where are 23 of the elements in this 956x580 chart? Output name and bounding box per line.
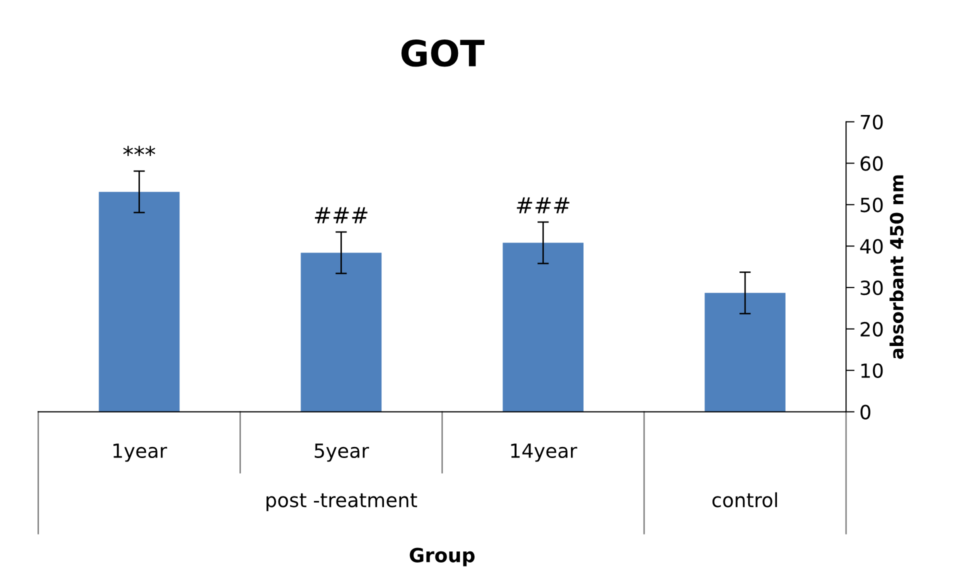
bar (300, 252, 382, 412)
y-tick-label: 20 (860, 322, 883, 337)
annotation: ### (314, 207, 368, 224)
y-tick-label: 30 (860, 280, 883, 296)
y-tick-label: 50 (860, 198, 883, 212)
x-tick-label: 14year (511, 444, 578, 462)
bar (98, 192, 180, 412)
annotation: *** (123, 146, 156, 156)
y-tick-label: 60 (860, 156, 883, 171)
text: post -treatment (266, 493, 418, 512)
bar (704, 292, 786, 412)
bar (502, 242, 584, 412)
x-tick-label: 5year (314, 444, 370, 462)
y-tick-label: 40 (860, 239, 883, 254)
y-tick-label: 70 (860, 114, 883, 130)
text: control (712, 492, 777, 508)
x-tick-label: 1year (113, 444, 168, 462)
annotation: ### (516, 197, 570, 214)
x-axis-title: Group (410, 548, 475, 566)
y-tick-label: 0 (860, 404, 870, 420)
y-axis-title: absorbant 450 nm (890, 175, 904, 359)
chart-title: GOT (401, 39, 484, 67)
y-tick-label: 10 (861, 363, 883, 378)
